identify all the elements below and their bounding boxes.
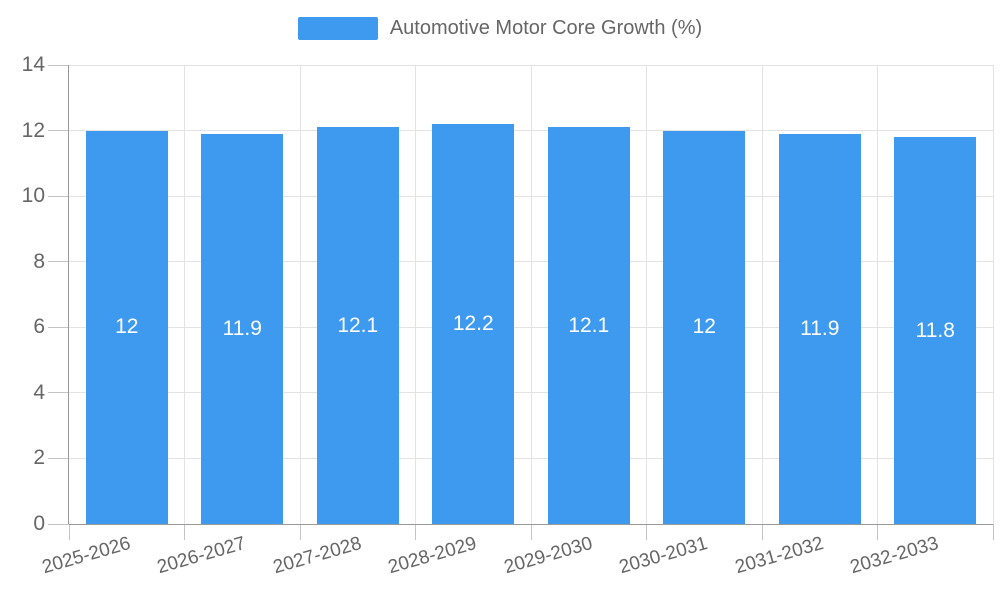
- x-tick-label: 2031-2032: [732, 532, 826, 579]
- y-tick-label: 8: [33, 249, 45, 273]
- bar[interactable]: [894, 137, 977, 524]
- bar-value-label: 11.9: [222, 316, 262, 340]
- x-tick-label: 2030-2031: [617, 532, 711, 579]
- bar-value-label: 12: [115, 315, 139, 339]
- y-tick: [48, 195, 69, 197]
- x-tick-label: 2032-2033: [848, 532, 942, 579]
- legend-label: Automotive Motor Core Growth (%): [389, 17, 703, 39]
- y-tick: [48, 261, 69, 263]
- bar[interactable]: [85, 130, 168, 524]
- y-tick-label: 4: [33, 380, 45, 404]
- x-tick: [530, 524, 532, 540]
- bar[interactable]: [432, 124, 515, 524]
- y-tick: [48, 523, 69, 525]
- y-tick-label: 12: [21, 118, 45, 142]
- bar-value-label: 12: [692, 315, 716, 339]
- bar-value-label: 12.1: [337, 313, 379, 337]
- bar[interactable]: [201, 133, 284, 524]
- y-tick-label: 2: [33, 446, 45, 470]
- x-tick: [415, 524, 416, 540]
- y-tick-label: 0: [33, 512, 45, 535]
- x-gridline: [646, 65, 647, 524]
- y-tick: [48, 64, 69, 66]
- y-axis-line: [68, 65, 69, 524]
- x-tick: [299, 524, 301, 540]
- x-gridline: [877, 65, 878, 524]
- x-gridline: [415, 65, 416, 524]
- legend[interactable]: Automotive Motor Core Growth (%): [0, 17, 1000, 40]
- bar-value-label: 11.8: [915, 318, 955, 342]
- x-gridline: [299, 65, 301, 524]
- x-tick: [992, 524, 994, 540]
- bar-value-label: 12.2: [452, 312, 494, 335]
- y-tick: [48, 130, 69, 132]
- x-gridline: [761, 65, 763, 524]
- x-axis-line: [69, 524, 993, 525]
- x-tick: [877, 524, 878, 540]
- x-tick-label: 2025-2026: [39, 532, 133, 579]
- y-tick: [48, 326, 69, 328]
- x-tick: [68, 524, 70, 540]
- x-tick-label: 2026-2027: [155, 532, 249, 579]
- x-tick: [646, 524, 647, 540]
- x-tick-label: 2029-2030: [501, 532, 595, 579]
- x-tick-label: 2027-2028: [270, 532, 364, 579]
- y-tick-label: 14: [21, 53, 45, 76]
- x-gridline: [184, 65, 185, 524]
- x-tick: [184, 524, 185, 540]
- y-tick: [48, 457, 69, 459]
- y-tick: [48, 392, 69, 394]
- x-gridline: [992, 65, 994, 524]
- bar-value-label: 12.1: [568, 313, 610, 337]
- x-gridline: [530, 65, 532, 524]
- x-tick-label: 2028-2029: [386, 532, 480, 579]
- bar[interactable]: [316, 127, 399, 524]
- legend-swatch: [297, 17, 378, 40]
- x-tick: [761, 524, 763, 540]
- bar[interactable]: [663, 130, 746, 524]
- y-tick-label: 6: [33, 315, 45, 339]
- bar-value-label: 11.9: [800, 316, 840, 340]
- bar[interactable]: [778, 133, 861, 524]
- bar[interactable]: [547, 127, 630, 524]
- y-tick-label: 10: [21, 184, 45, 208]
